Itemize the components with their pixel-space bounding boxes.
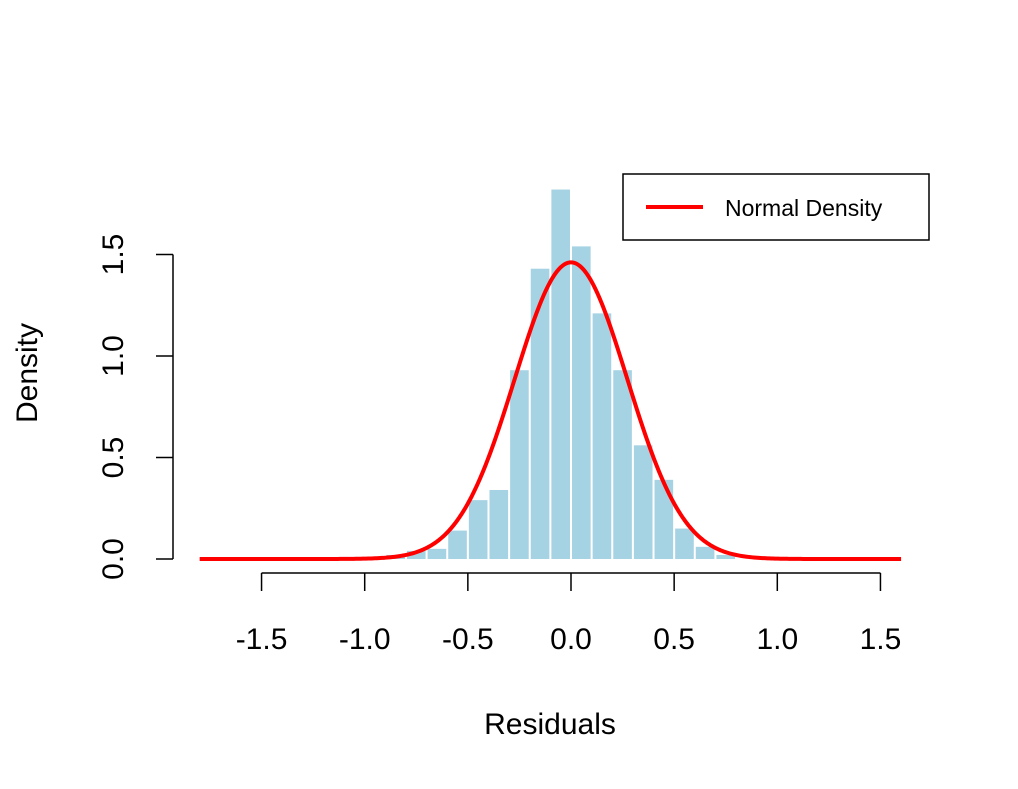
x-tick-label: 0.0 [550,623,592,656]
y-tick-label: 0.0 [97,538,130,580]
y-tick-label: 1.0 [97,335,130,377]
histogram-bar [406,550,426,559]
legend-label-normal-density: Normal Density [725,195,883,221]
histogram-bar [633,445,653,559]
histogram-bar [613,370,632,559]
y-tick-label: 1.5 [97,234,130,276]
legend: Normal Density [622,173,930,241]
histogram-bar [489,489,509,559]
x-axis: -1.5 -1.0 -0.5 0.0 0.5 1.0 1.5 [236,572,902,656]
histogram-bar [510,370,529,559]
histogram-bar [427,548,447,559]
x-tick-label: -0.5 [442,623,494,656]
x-tick-label: 1.0 [756,623,798,656]
histogram-bars [365,189,736,560]
histogram-bar [468,500,488,559]
histogram-bar [695,546,715,559]
y-axis: 0.0 0.5 1.0 1.5 [97,234,174,580]
histogram-bar [448,530,467,559]
x-tick-label: 0.5 [653,623,695,656]
histogram-bar [654,479,674,559]
y-tick-label: 0.5 [97,437,130,479]
x-axis-title: Residuals [484,708,616,741]
y-axis-title: Density [11,323,44,423]
normal-density-line [199,260,902,561]
x-tick-label: -1.0 [339,623,391,656]
histogram-bar [551,189,570,560]
histogram-bar [716,554,736,559]
histogram-bar [675,528,694,559]
histogram-bar [592,313,612,559]
histogram-bar [572,246,591,559]
x-tick-label: -1.5 [236,623,288,656]
x-tick-label: 1.5 [860,623,902,656]
histogram-bar [530,268,550,559]
